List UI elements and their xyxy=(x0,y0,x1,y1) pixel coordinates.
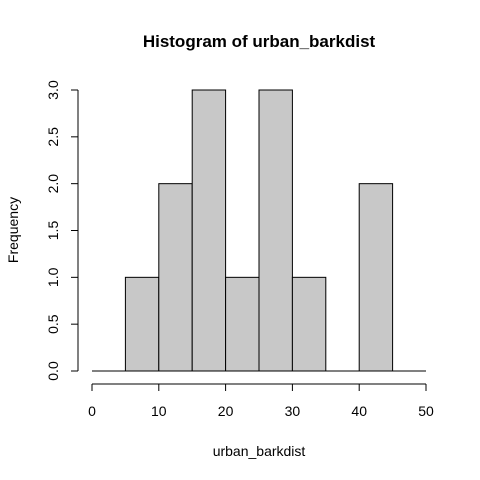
histogram-bar xyxy=(225,276,260,372)
histogram-bar xyxy=(158,183,193,372)
y-tick-label: 1.0 xyxy=(45,267,61,287)
y-axis-label: Frequency xyxy=(5,197,21,263)
histogram-bar xyxy=(258,89,293,372)
y-tick-label: 2.0 xyxy=(45,174,61,194)
y-tick-label: 0.0 xyxy=(45,361,61,381)
y-axis: 0.0 0.5 1.0 1.5 2.0 2.5 3.0 xyxy=(45,80,79,381)
chart-title: Histogram of urban_barkdist xyxy=(143,32,376,51)
x-tick-label: 10 xyxy=(151,403,167,419)
x-tick-label: 50 xyxy=(418,403,434,419)
y-tick-label: 1.5 xyxy=(45,221,61,241)
histogram-bar xyxy=(124,276,160,372)
x-tick-label: 20 xyxy=(218,403,234,419)
bars-group xyxy=(92,89,426,372)
y-tick-label: 3.0 xyxy=(45,80,61,100)
x-tick-label: 0 xyxy=(88,403,96,419)
x-tick-label: 30 xyxy=(285,403,301,419)
histogram-bar xyxy=(191,89,227,372)
x-tick-label: 40 xyxy=(351,403,367,419)
x-axis: 0 10 20 30 40 50 xyxy=(88,383,434,419)
y-tick-label: 0.5 xyxy=(45,314,61,334)
x-axis-label: urban_barkdist xyxy=(213,443,306,459)
histogram-bar xyxy=(291,276,327,372)
histogram-bar xyxy=(358,183,394,372)
y-tick-label: 2.5 xyxy=(45,127,61,147)
